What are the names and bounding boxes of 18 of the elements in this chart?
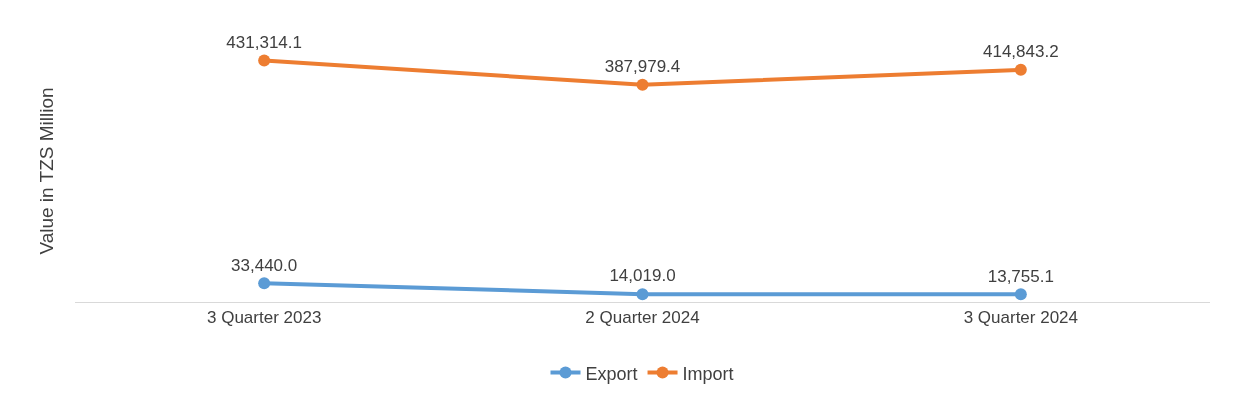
point bbox=[258, 277, 271, 290]
data-label: 13,755.1 bbox=[987, 266, 1054, 286]
legend-label: Import bbox=[682, 363, 734, 384]
data-label: 414,843.2 bbox=[983, 42, 1059, 62]
legend-label: Export bbox=[585, 363, 638, 384]
y-axis-title: Value in TZS Million bbox=[35, 87, 57, 255]
point bbox=[258, 54, 271, 67]
x-tick-label: 2 Quarter 2024 bbox=[585, 308, 700, 328]
point bbox=[636, 288, 649, 301]
x-tick-label: 3 Quarter 2024 bbox=[963, 308, 1079, 328]
data-label: 33,440.0 bbox=[231, 255, 298, 275]
data-label: 431,314.1 bbox=[226, 32, 302, 52]
data-label: 14,019.0 bbox=[609, 266, 676, 286]
point bbox=[636, 78, 649, 91]
point bbox=[1014, 63, 1027, 76]
point bbox=[1014, 288, 1027, 301]
x-tick-label: 3 Quarter 2023 bbox=[206, 308, 322, 328]
data-label: 387,979.4 bbox=[604, 57, 681, 77]
